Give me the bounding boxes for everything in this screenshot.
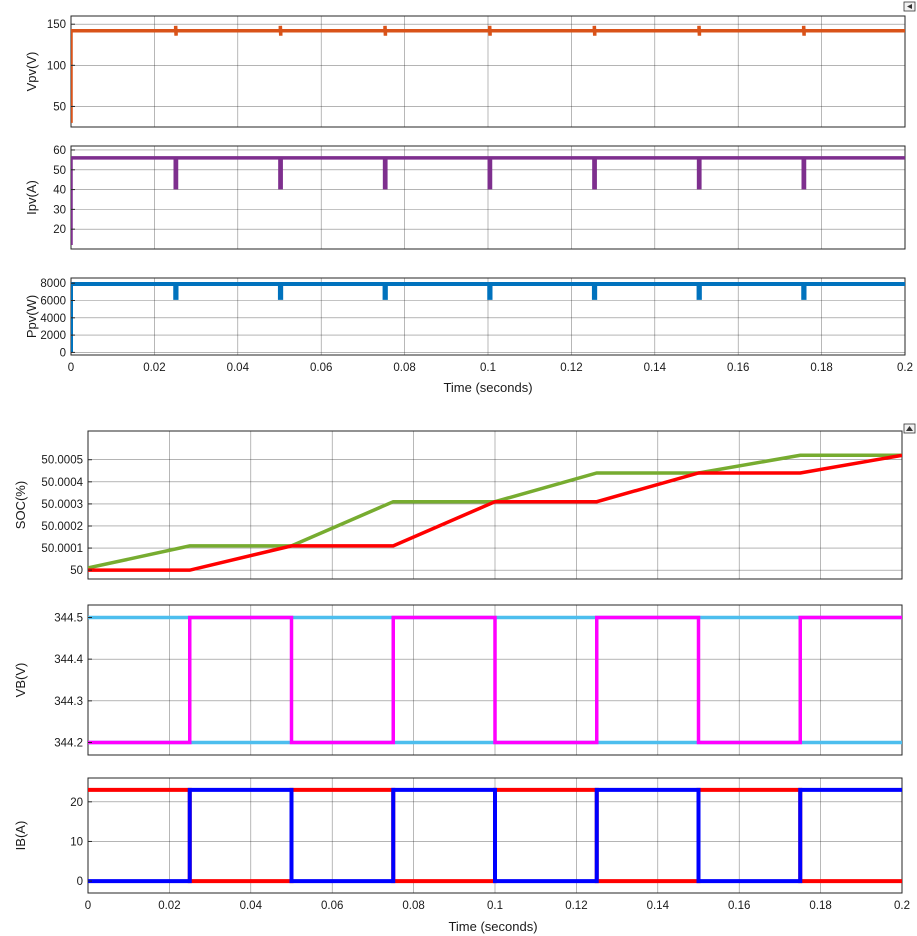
x-tick-label: 0: [85, 900, 91, 912]
series-group: [71, 156, 905, 246]
y-axis-label: VB(V): [13, 663, 28, 698]
y-tick-label: 10: [70, 836, 83, 848]
ipv-panel: 20 30 40 50 60 Ipv(A): [24, 145, 906, 250]
y-tick-label: 50.0002: [41, 521, 83, 533]
x-tick-label: 0.18: [809, 900, 831, 912]
y-axis-label: IB(A): [13, 821, 28, 851]
x-tick-label: 0.14: [647, 900, 670, 912]
y-tick-label: 2000: [40, 330, 66, 342]
y-tick-label: 50.0005: [41, 455, 83, 467]
y-tick-label: 50.0004: [41, 477, 83, 489]
series-group: [71, 25, 905, 123]
expand-icon[interactable]: [903, 423, 916, 434]
series-line-magenta: [88, 615, 902, 745]
y-tick-label: 150: [47, 19, 66, 31]
y-tick-label: 50.0001: [41, 543, 83, 555]
y-tick-label: 344.4: [54, 654, 83, 666]
series-line-purple: [71, 156, 905, 246]
y-tick-label: 50: [70, 565, 83, 577]
y-tick-label: 60: [53, 145, 66, 157]
ppv-panel: 0 2000 4000 6000 8000 0 0.02 0.04 0.06 0.08 0.1 0.1…: [24, 277, 913, 374]
series-line-red: [88, 453, 902, 572]
vb-panel: 344.2 344.3 344.4 344.5 VB(V): [13, 604, 903, 756]
series-line-orange: [71, 25, 905, 123]
x-tick-label: 0.08: [393, 362, 415, 374]
soc-panel: 50 50.0001 50.0002 50.0003 50.0004 50.0005 SOC…: [13, 430, 903, 580]
x-tick-label: 0.18: [810, 362, 832, 374]
x-tick-label: 0.2: [897, 362, 913, 374]
x-tick-label: 0.08: [402, 900, 424, 912]
y-tick-label: 50.0003: [41, 499, 83, 511]
y-tick-label: 344.2: [54, 738, 83, 750]
series-group: [71, 282, 905, 353]
x-tick-label: 0.1: [487, 900, 503, 912]
y-tick-label: 344.5: [54, 613, 83, 625]
series-group: [88, 453, 902, 572]
series-group: [88, 787, 902, 884]
y-axis-label: Ipv(A): [24, 180, 39, 215]
top-figure: 50 100 150 Vpv(V) 20 30 40 50 60 Ipv(A) 0 2000 400…: [24, 1, 916, 395]
y-tick-label: 20: [53, 224, 66, 236]
series-line-blue_pv: [71, 282, 905, 353]
x-tick-label: 0.06: [321, 900, 343, 912]
y-tick-label: 30: [53, 204, 66, 216]
y-axis-label: SOC(%): [13, 481, 28, 529]
x-tick-label: 0.14: [644, 362, 667, 374]
y-tick-label: 6000: [40, 295, 66, 307]
bottom-figure: 50 50.0001 50.0002 50.0003 50.0004 50.0005 SOC…: [13, 423, 916, 934]
y-tick-label: 4000: [40, 313, 66, 325]
y-tick-label: 50: [53, 165, 66, 177]
x-tick-label: 0.12: [560, 362, 582, 374]
y-tick-label: 40: [53, 185, 66, 197]
x-tick-label: 0: [68, 362, 74, 374]
y-tick-label: 8000: [40, 278, 66, 290]
x-tick-label: 0.16: [727, 362, 749, 374]
y-tick-label: 0: [77, 876, 83, 888]
x-tick-label: 0.04: [240, 900, 263, 912]
y-axis-label: Ppv(W): [24, 295, 39, 338]
ib-panel: 0 10 20 0 0.02 0.04 0.06 0.08 0.1 0.12 0.14 0.16 0.1…: [13, 777, 910, 912]
bottom-x-axis-label: Time (seconds): [448, 919, 537, 934]
y-axis-label: Vpv(V): [24, 52, 39, 92]
x-tick-label: 0.02: [143, 362, 165, 374]
series-line-blue: [88, 787, 902, 884]
collapse-icon[interactable]: [903, 1, 916, 12]
x-tick-label: 0.12: [565, 900, 587, 912]
x-tick-label: 0.04: [227, 362, 250, 374]
vpv-panel: 50 100 150 Vpv(V): [24, 15, 906, 128]
series-group: [88, 615, 902, 745]
top-x-axis-label: Time (seconds): [443, 380, 532, 395]
x-tick-label: 0.06: [310, 362, 332, 374]
x-tick-label: 0.02: [158, 900, 180, 912]
y-tick-label: 50: [53, 101, 66, 113]
y-tick-label: 100: [47, 60, 66, 72]
y-tick-label: 344.3: [54, 696, 83, 708]
x-tick-label: 0.1: [480, 362, 496, 374]
x-tick-label: 0.2: [894, 900, 910, 912]
x-tick-label: 0.16: [728, 900, 750, 912]
y-tick-label: 20: [70, 797, 83, 809]
y-tick-label: 0: [60, 347, 66, 359]
